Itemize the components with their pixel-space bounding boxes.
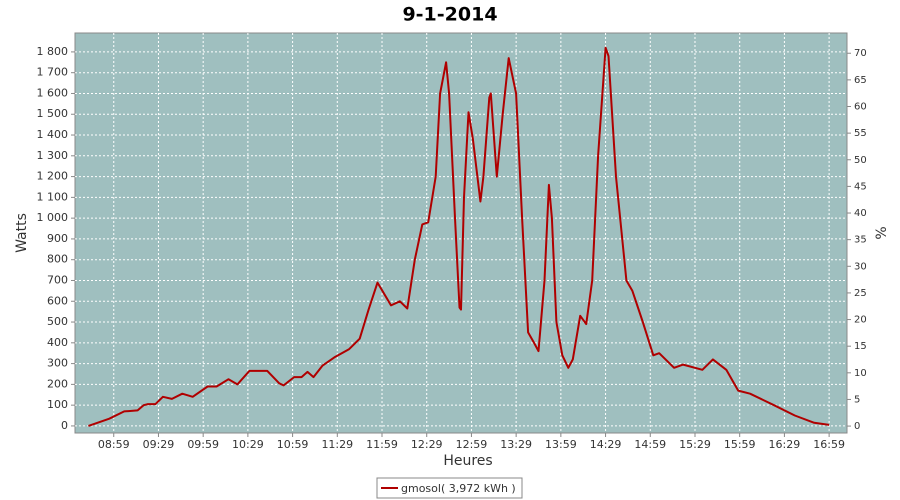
y2-tick-label: 35 [854, 235, 867, 246]
x-tick-label: 12:29 [411, 438, 443, 451]
legend-box [376, 477, 523, 499]
x-tick-label: 13:29 [500, 438, 532, 451]
y-tick-label: 1 600 [37, 86, 69, 99]
y-tick-label: 400 [47, 336, 68, 349]
x-tick-label: 10:29 [232, 438, 264, 451]
y2-tick-label: 45 [854, 181, 867, 192]
y2-tick-label: 5 [854, 394, 860, 405]
y-tick-label: 700 [47, 273, 68, 286]
y2-tick-label: 15 [854, 341, 867, 352]
y2-tick-label: 25 [854, 288, 867, 299]
y-tick-label: 1 500 [37, 107, 69, 120]
y2-tick-label: 70 [854, 48, 867, 59]
y2-tick-label: 50 [854, 155, 867, 166]
y-tick-label: 100 [47, 398, 68, 411]
y2-tick-label: 0 [854, 421, 860, 432]
x-tick-label: 10:59 [277, 438, 309, 451]
chart-title: 9-1-2014 [402, 4, 497, 26]
x-tick-label: 15:29 [679, 438, 711, 451]
x-tick-label: 16:29 [769, 438, 801, 451]
x-axis-label: Heures [443, 453, 492, 469]
x-tick-label: 15:59 [724, 438, 756, 451]
y-tick-label: 1 300 [37, 149, 69, 162]
y2-tick-label: 55 [854, 128, 867, 139]
y-tick-label: 1 400 [37, 128, 69, 141]
y-tick-label: 900 [47, 232, 68, 245]
x-tick-label: 13:59 [545, 438, 577, 451]
data-line [88, 46, 830, 427]
y-tick-label: 600 [47, 294, 68, 307]
y2-axis-label: % [874, 226, 890, 239]
y-tick-label: 1 800 [37, 45, 69, 58]
x-tick-label: 11:29 [321, 438, 353, 451]
x-tick-label: 16:59 [813, 438, 845, 451]
y2-tick-label: 40 [854, 208, 867, 219]
x-tick-label: 11:59 [366, 438, 398, 451]
x-tick-label: 14:29 [590, 438, 622, 451]
legend: gmosol( 3,972 kWh ) [376, 477, 523, 499]
y-tick-label: 1 700 [37, 66, 69, 79]
x-tick-label: 14:59 [634, 438, 666, 451]
y-tick-label: 500 [47, 315, 68, 328]
y2-tick-label: 20 [854, 315, 867, 326]
y-axis-label: Watts [14, 213, 30, 253]
y2-tick-label: 30 [854, 261, 867, 272]
y-tick-label: 1 200 [37, 170, 69, 183]
y2-tick-label: 65 [854, 75, 867, 86]
y-tick-label: 300 [47, 357, 68, 370]
y-tick-label: 800 [47, 253, 68, 266]
y2-tick-label: 10 [854, 368, 867, 379]
x-tick-label: 09:59 [187, 438, 219, 451]
x-tick-label: 09:29 [143, 438, 175, 451]
legend-label: gmosol( 3,972 kWh ) [401, 482, 516, 495]
y-tick-label: 1 100 [37, 190, 69, 203]
x-tick-label: 08:59 [98, 438, 130, 451]
y-tick-label: 200 [47, 377, 68, 390]
y2-tick-label: 60 [854, 102, 867, 113]
x-tick-label: 12:59 [456, 438, 488, 451]
y-tick-label: 0 [61, 419, 68, 432]
y-tick-label: 1 000 [37, 211, 69, 224]
